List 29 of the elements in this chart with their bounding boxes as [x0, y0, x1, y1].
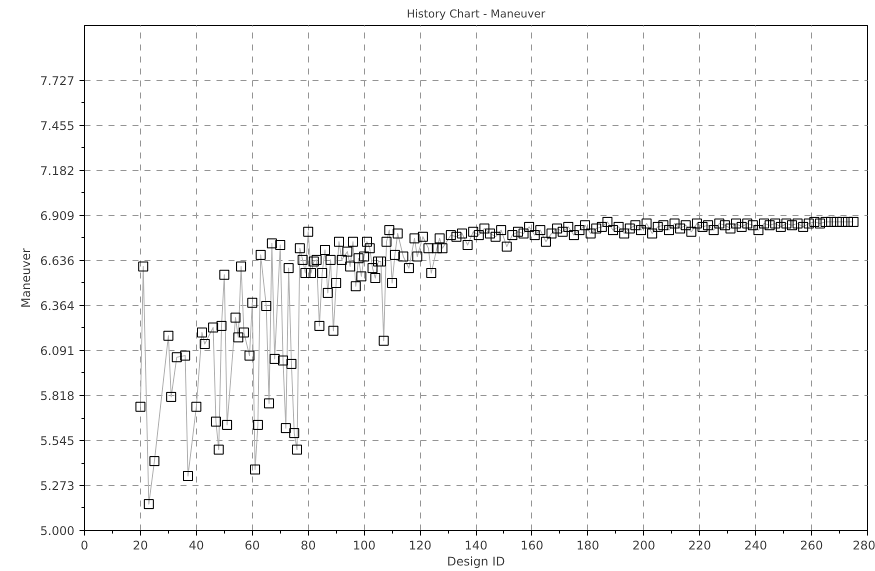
y-tick-label: 6.364: [40, 298, 75, 313]
x-tick-label: 200: [632, 538, 656, 552]
y-tick-label: 7.455: [40, 118, 75, 133]
y-tick-label: 7.727: [40, 74, 75, 88]
x-tick-label: 280: [852, 538, 875, 552]
y-tick-label: 6.909: [40, 208, 75, 223]
y-tick-label: 5.545: [40, 434, 75, 448]
y-tick-label: 5.000: [40, 524, 75, 538]
x-tick-label: 120: [408, 538, 432, 552]
y-axis-title: Maneuver: [19, 248, 34, 308]
x-tick-label: 60: [244, 538, 260, 552]
x-tick-label: 20: [132, 538, 148, 552]
x-tick-label: 240: [744, 538, 768, 552]
x-tick-label: 80: [300, 538, 316, 552]
x-tick-label: 40: [188, 538, 204, 552]
y-tick-label: 6.636: [40, 254, 75, 268]
x-tick-label: 0: [80, 538, 88, 552]
x-tick-label: 180: [576, 538, 600, 552]
y-tick-label: 5.273: [40, 478, 75, 493]
x-tick-label: 100: [352, 538, 376, 552]
y-tick-label: 7.182: [40, 164, 75, 178]
x-tick-label: 160: [520, 538, 544, 552]
x-tick-label: 260: [800, 538, 824, 552]
x-tick-label: 140: [464, 538, 488, 552]
x-tick-label: 220: [688, 538, 712, 552]
y-tick-label: 6.091: [40, 344, 75, 358]
x-axis-title: Design ID: [446, 554, 506, 568]
chart-title: History Chart - Maneuver: [406, 8, 546, 20]
y-tick-label: 5.818: [40, 389, 75, 404]
